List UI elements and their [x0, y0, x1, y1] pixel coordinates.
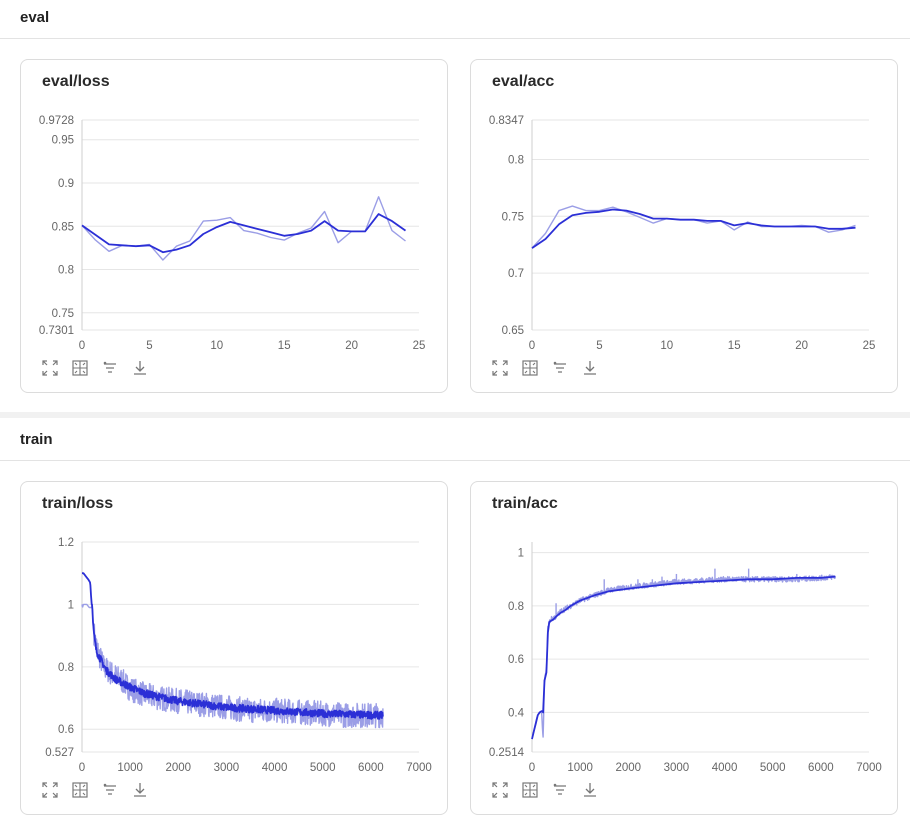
expand-icon[interactable] [40, 780, 60, 800]
y-tick-label: 0.7301 [39, 325, 74, 337]
fit-icon[interactable] [520, 780, 540, 800]
x-tick-label: 10 [210, 340, 223, 350]
y-tick-label: 0.75 [52, 308, 74, 320]
expand-icon[interactable] [490, 358, 510, 378]
y-tick-label: 0.8347 [489, 115, 524, 127]
fit-icon[interactable] [520, 358, 540, 378]
x-tick-label: 5 [146, 340, 152, 350]
x-tick-label: 1000 [567, 762, 593, 772]
y-tick-label: 0.85 [52, 221, 74, 233]
y-tick-label: 0.2514 [489, 747, 525, 759]
download-icon[interactable] [580, 358, 600, 378]
chart-card-train-loss: train/loss 0.527 0.6 0.8 1 1.2 0 1000 2000 3000 4… [20, 481, 448, 815]
x-tick-label: 2000 [165, 762, 191, 772]
chart-plot[interactable]: 0.65 0.7 0.75 0.8 0.8347 0 5 10 15 20 25 [471, 60, 898, 350]
y-tick-label: 0.4 [508, 707, 525, 719]
chart-plot[interactable]: 0.527 0.6 0.8 1 1.2 0 1000 2000 3000 4000 5000 6000… [21, 482, 448, 772]
y-tick-label: 0.95 [52, 135, 74, 147]
y-tick-label: 0.527 [45, 747, 74, 759]
x-tick-label: 7000 [856, 762, 882, 772]
expand-icon[interactable] [490, 780, 510, 800]
y-tick-label: 0.6 [58, 724, 74, 736]
x-tick-label: 3000 [214, 762, 240, 772]
chart-title: eval/acc [492, 73, 555, 90]
chart-card-train-acc: train/acc 0.2514 0.4 0.6 0.8 1 0 1000 2000 3000 4… [470, 481, 898, 815]
x-tick-label: 1000 [117, 762, 143, 772]
x-tick-label: 7000 [406, 762, 432, 772]
x-tick-label: 10 [660, 340, 673, 350]
y-tick-label: 0.8 [508, 154, 524, 166]
filter-icon[interactable] [100, 358, 120, 378]
download-icon[interactable] [130, 780, 150, 800]
y-tick-label: 0.8 [58, 265, 74, 277]
x-tick-label: 0 [79, 762, 85, 772]
chart-plot[interactable]: 0.2514 0.4 0.6 0.8 1 0 1000 2000 3000 4000 5000 600… [471, 482, 898, 772]
fit-icon[interactable] [70, 358, 90, 378]
series-line-raw [531, 574, 836, 740]
x-tick-label: 15 [728, 340, 741, 350]
x-tick-label: 4000 [712, 762, 738, 772]
x-tick-label: 15 [278, 340, 291, 350]
x-tick-label: 6000 [808, 762, 834, 772]
chart-card-eval-loss: eval/loss 0.7301 0.75 0.8 0.85 0.9 0.95 0.9728… [20, 59, 448, 393]
y-tick-label: 0.75 [502, 211, 524, 223]
series-line-smoothed [81, 213, 407, 254]
x-tick-label: 25 [863, 340, 876, 350]
x-tick-label: 5000 [760, 762, 786, 772]
x-tick-label: 5000 [310, 762, 336, 772]
section-header-eval[interactable]: eval [0, 0, 910, 39]
section-divider [0, 412, 910, 418]
series-line-smoothed [81, 572, 384, 720]
y-tick-label: 0.65 [502, 325, 524, 337]
y-tick-label: 0.7 [508, 268, 524, 280]
x-tick-label: 2000 [615, 762, 641, 772]
x-tick-label: 20 [795, 340, 808, 350]
filter-icon[interactable] [550, 358, 570, 378]
x-tick-label: 0 [79, 340, 85, 350]
y-tick-label: 1 [68, 599, 74, 611]
x-tick-label: 3000 [664, 762, 690, 772]
x-tick-label: 5 [596, 340, 602, 350]
chart-title: train/loss [42, 495, 114, 512]
x-tick-label: 6000 [358, 762, 384, 772]
y-tick-label: 1.2 [58, 537, 74, 549]
x-tick-label: 20 [345, 340, 358, 350]
y-tick-label: 0.8 [508, 601, 524, 613]
series-line-raw [81, 196, 406, 261]
filter-icon[interactable] [550, 780, 570, 800]
fit-icon[interactable] [70, 780, 90, 800]
section-title-eval: eval [20, 9, 50, 26]
y-tick-label: 0.9 [58, 178, 74, 190]
series-line-smoothed [531, 575, 836, 740]
download-icon[interactable] [130, 358, 150, 378]
x-tick-label: 4000 [262, 762, 288, 772]
section-header-train[interactable]: train [0, 422, 910, 461]
y-tick-label: 0.8 [58, 662, 74, 674]
chart-card-eval-acc: eval/acc 0.65 0.7 0.75 0.8 0.8347 0 5 10 15 20 25 [470, 59, 898, 393]
download-icon[interactable] [580, 780, 600, 800]
y-tick-label: 1 [518, 548, 524, 560]
filter-icon[interactable] [100, 780, 120, 800]
series-line-smoothed [531, 208, 856, 249]
x-tick-label: 0 [529, 340, 535, 350]
section-title-train: train [20, 431, 53, 448]
x-tick-label: 25 [413, 340, 426, 350]
chart-plot[interactable]: 0.7301 0.75 0.8 0.85 0.9 0.95 0.9728 0 5 10 15 20 25 [21, 60, 448, 350]
expand-icon[interactable] [40, 358, 60, 378]
y-tick-label: 0.6 [508, 654, 524, 666]
x-tick-label: 0 [529, 762, 535, 772]
chart-title: eval/loss [42, 73, 110, 90]
y-tick-label: 0.9728 [39, 115, 74, 127]
chart-title: train/acc [492, 495, 558, 512]
